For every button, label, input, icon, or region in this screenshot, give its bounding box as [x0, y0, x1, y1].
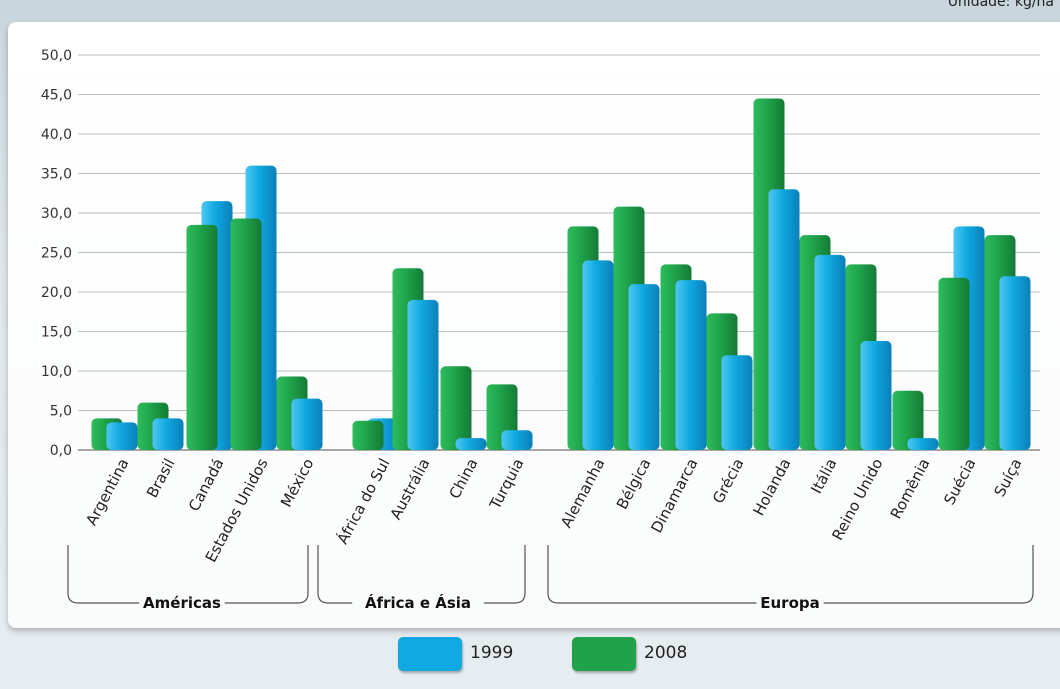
bar-2008	[938, 277, 970, 450]
x-tick-label: Canadá	[185, 455, 228, 514]
legend: 1999 2008	[0, 637, 1060, 689]
y-tick-label: 15,0	[41, 325, 72, 341]
x-tick-label: Holanda	[750, 455, 795, 518]
bar-1999	[814, 254, 846, 450]
unit-label: Unidade: kg/ha	[947, 0, 1054, 10]
x-tick-label: Bélgica	[613, 455, 655, 512]
group-label: Américas	[143, 594, 221, 612]
x-tick-label: Turquia	[485, 455, 527, 513]
bar-1999	[582, 260, 614, 450]
y-tick-label: 5,0	[50, 404, 72, 420]
y-tick-label: 50,0	[41, 48, 72, 64]
y-tick-label: 0,0	[50, 443, 72, 459]
y-tick-label: 20,0	[41, 285, 72, 301]
chart-panel	[8, 22, 1060, 628]
y-tick-label: 40,0	[41, 127, 72, 143]
bar-1999	[768, 189, 800, 451]
bar-2008	[352, 420, 384, 450]
x-tick-label: Dinamarca	[647, 455, 701, 535]
bar-chart: 0,0 5,0 10,0 15,0 20,0 25,0 30,0 35,0 40,0 45,0 50…	[41, 48, 1040, 612]
bar-1999	[860, 340, 892, 450]
bar-1999	[291, 398, 323, 450]
bar-1999	[721, 355, 753, 450]
x-tick-label: Argentina	[82, 455, 132, 528]
bar-2008	[440, 366, 472, 450]
legend-swatch-2008	[572, 637, 636, 671]
x-tick-label: Grécia	[709, 455, 748, 506]
bar-1999	[106, 422, 138, 450]
bars	[91, 98, 1031, 451]
bar-2008	[230, 218, 262, 450]
bar-2008	[892, 390, 924, 450]
y-tick-label: 35,0	[41, 167, 72, 183]
group-bracket	[317, 545, 526, 604]
group-brackets: Américas África e Ásia Europa	[67, 545, 1034, 612]
x-tick-label: México	[277, 455, 317, 510]
y-tick-label: 45,0	[41, 88, 72, 104]
group-label: África e Ásia	[365, 593, 471, 612]
x-tick-label: Austrália	[386, 455, 433, 522]
x-tick-label: Suécia	[940, 455, 979, 507]
group-label: Europa	[760, 594, 820, 612]
x-tick-label: Suíça	[991, 455, 1026, 499]
y-tick-label: 25,0	[41, 246, 72, 262]
x-tick-label: África do Sul	[333, 455, 394, 547]
x-tick-label: Alemanha	[557, 455, 608, 530]
y-axis-ticks: 0,0 5,0 10,0 15,0 20,0 25,0 30,0 35,0 40,0 45,0 50…	[41, 48, 72, 459]
bar-1999	[455, 438, 487, 450]
bar-1999	[675, 280, 707, 450]
bar-1999	[407, 299, 439, 450]
legend-swatch-1999	[398, 637, 462, 671]
x-tick-label: Brasil	[143, 455, 179, 500]
x-tick-label: Itália	[807, 455, 840, 496]
bar-1999	[152, 418, 184, 450]
x-tick-label: China	[446, 455, 482, 501]
group-bracket	[547, 545, 1034, 604]
legend-label-1999: 1999	[470, 643, 514, 663]
bar-1999	[907, 438, 939, 450]
bar-2008	[186, 224, 218, 450]
y-tick-label: 30,0	[41, 206, 72, 222]
bar-1999	[501, 430, 533, 450]
y-tick-label: 10,0	[41, 364, 72, 380]
x-tick-label: Romênia	[887, 455, 934, 521]
legend-label-2008: 2008	[644, 643, 688, 663]
group-bracket	[67, 545, 309, 604]
bar-1999	[628, 284, 660, 450]
bar-1999	[999, 276, 1031, 450]
